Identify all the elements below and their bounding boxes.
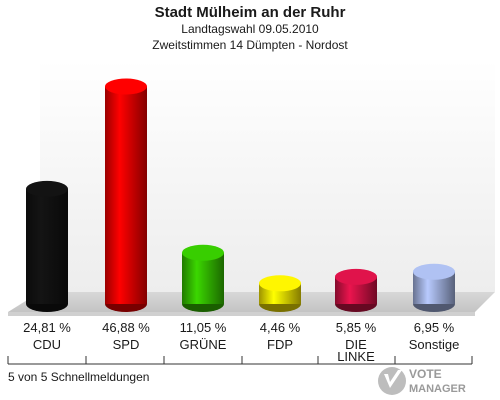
category-label: SPD — [113, 337, 140, 352]
bar-body — [182, 252, 224, 304]
bar-fdp — [259, 275, 301, 312]
bar-spd — [105, 78, 147, 312]
bar-top — [105, 78, 147, 95]
chart-subtitle-2: Zweitstimmen 14 Dümpten - Nordost — [152, 38, 348, 52]
bar-body — [105, 86, 147, 304]
bar-top — [182, 244, 224, 261]
logo-word-1: VOTE — [409, 367, 442, 381]
vote-manager-logo: VOTE MANAGER — [378, 367, 466, 395]
bar-top — [259, 275, 301, 292]
category-label: CDU — [33, 337, 61, 352]
bar-body — [26, 188, 68, 304]
bar-grüne — [182, 244, 224, 312]
chart-subtitle: Landtagswahl 09.05.2010 — [181, 22, 319, 36]
value-label: 11,05 % — [180, 320, 227, 335]
bar-top — [413, 263, 455, 280]
chart-title: Stadt Mülheim an der Ruhr — [154, 4, 346, 21]
value-label: 24,81 % — [23, 320, 71, 335]
category-label: Sonstige — [409, 337, 460, 352]
bar-top — [335, 268, 377, 285]
category-label: FDP — [267, 337, 293, 352]
bar-cdu — [26, 180, 68, 312]
bar-die-linke — [335, 268, 377, 312]
status-text: 5 von 5 Schnellmeldungen — [8, 370, 150, 384]
bar-sonstige — [413, 263, 455, 312]
logo-word-2: MANAGER — [409, 383, 466, 395]
bar-top — [26, 180, 68, 197]
value-label: 4,46 % — [260, 320, 301, 335]
value-label: 6,95 % — [414, 320, 455, 335]
category-label: DIE — [345, 337, 367, 352]
category-label: GRÜNE — [180, 337, 227, 352]
chart-floor-edge — [8, 312, 475, 316]
value-label: 46,88 % — [102, 320, 150, 335]
value-label: 5,85 % — [336, 320, 377, 335]
category-label: LINKE — [337, 349, 375, 364]
